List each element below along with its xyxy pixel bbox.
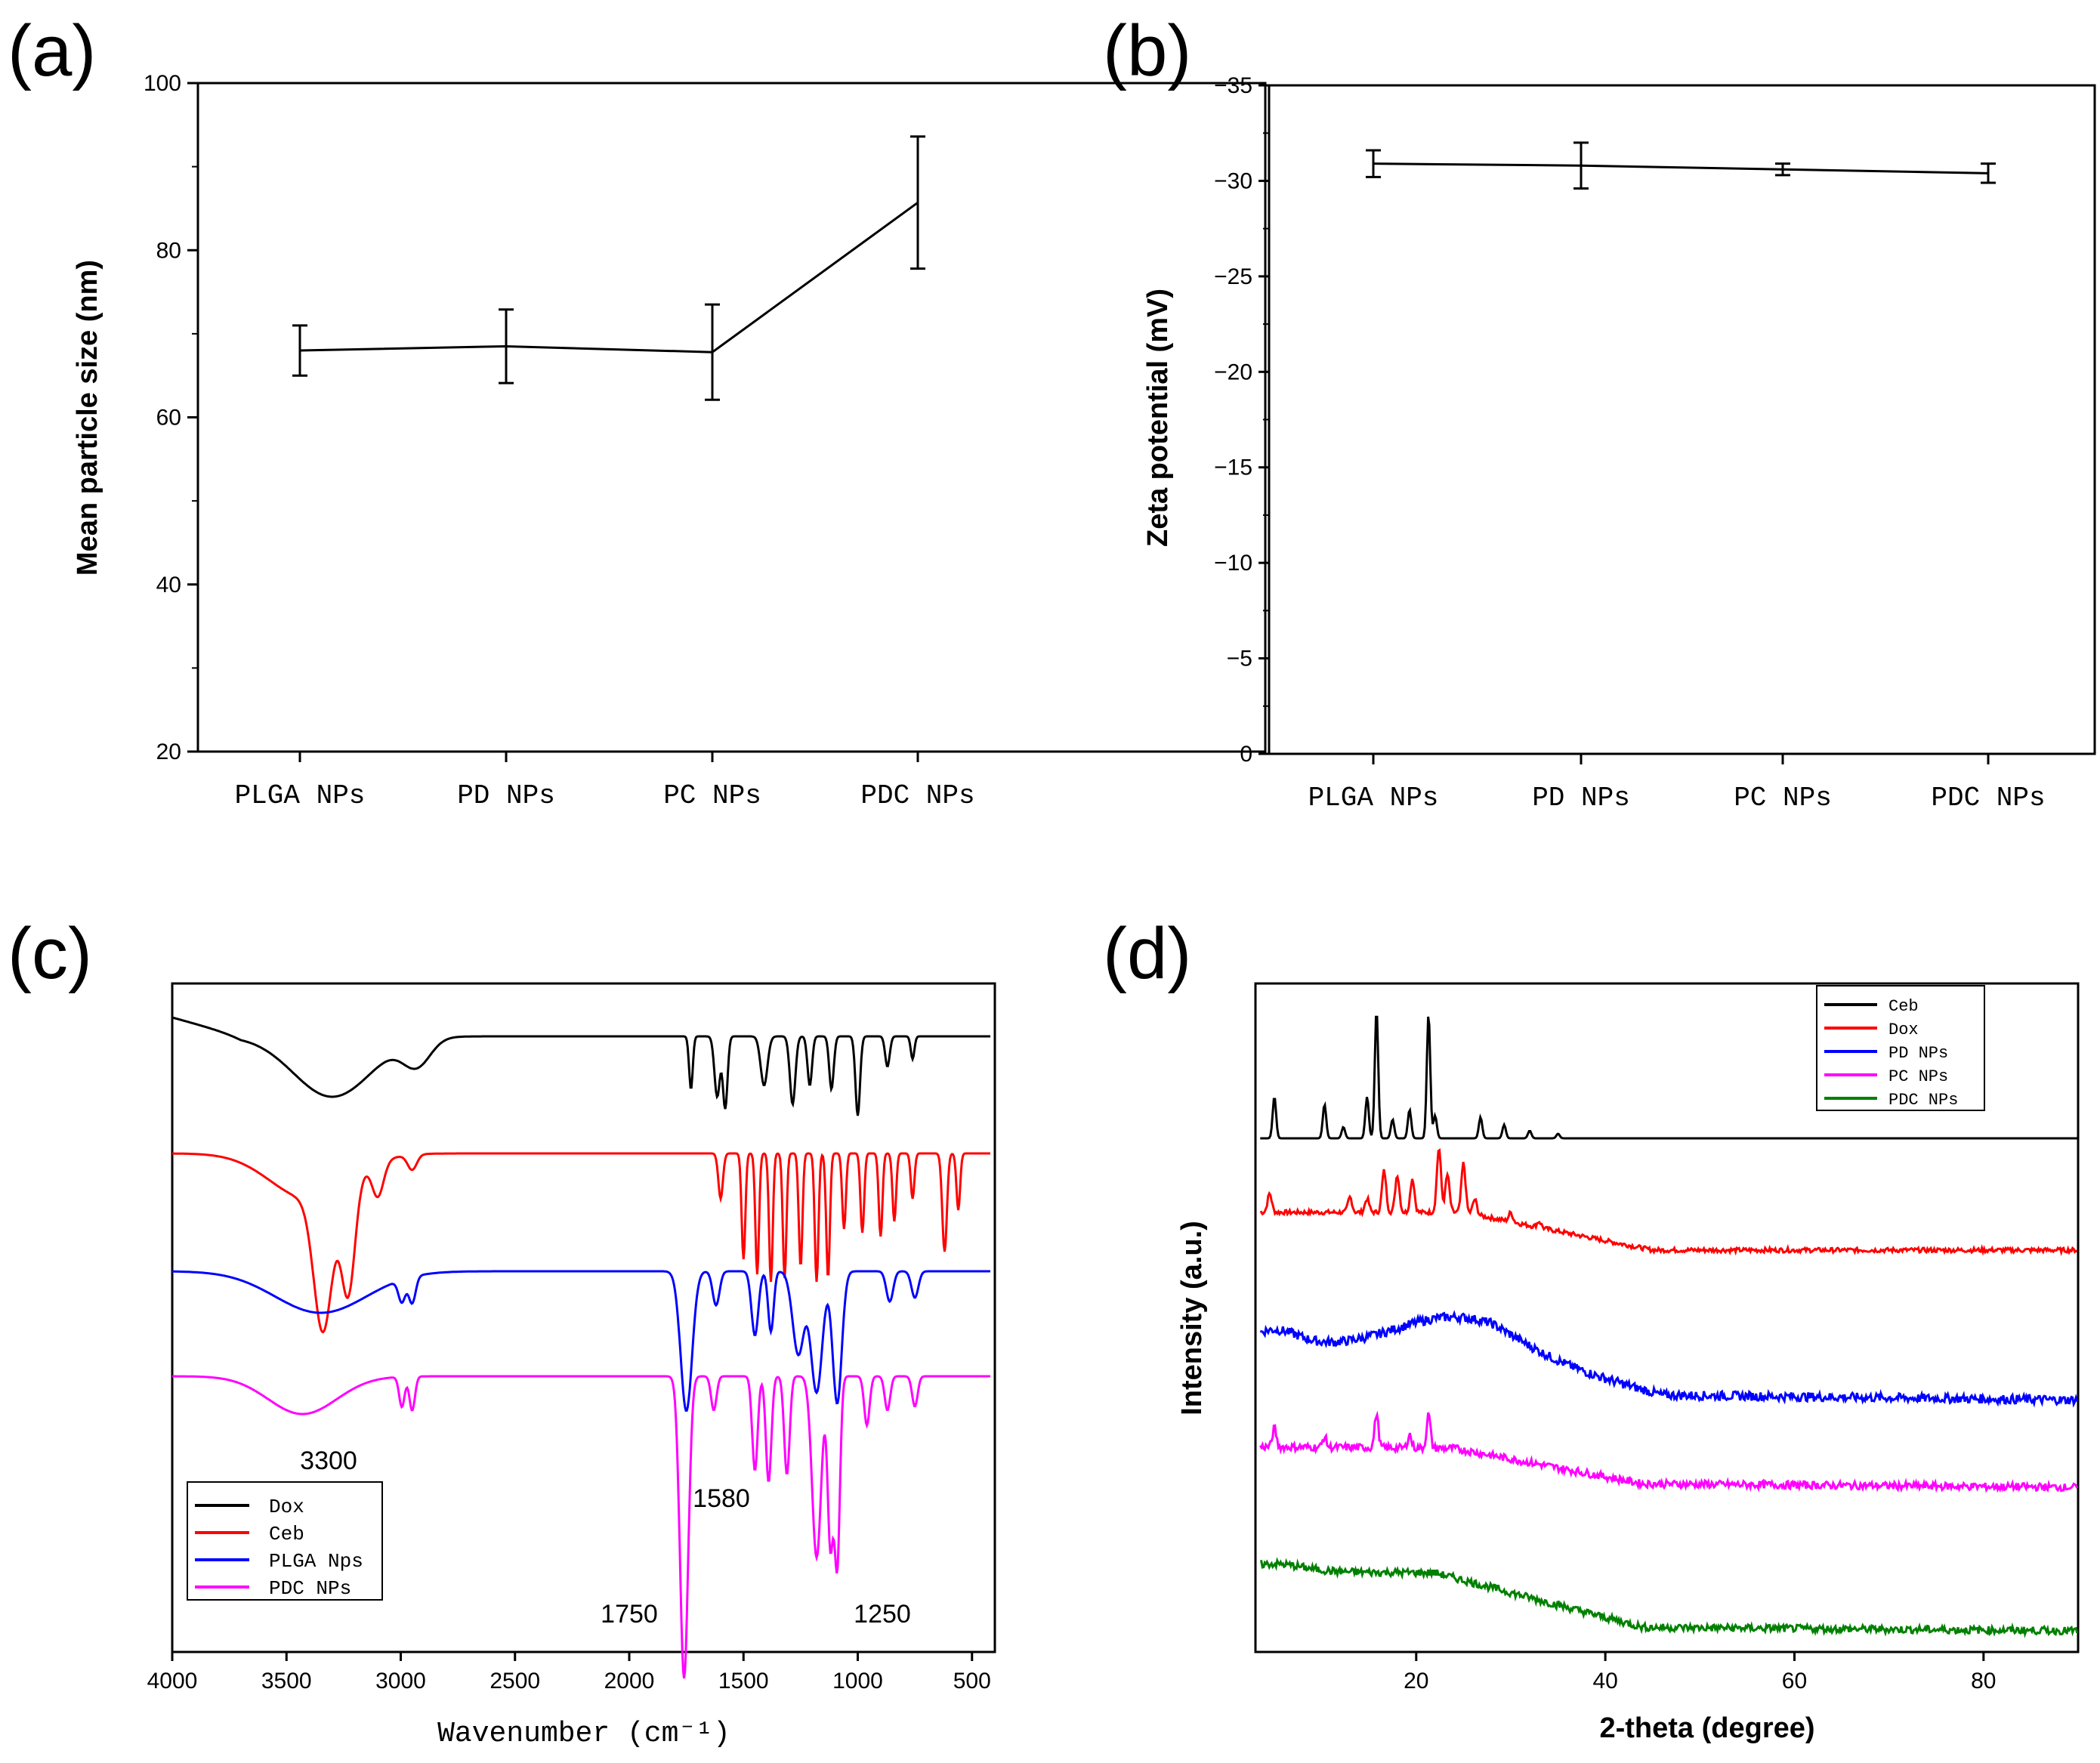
panel-a-y-label: Mean particle size (nm) — [72, 260, 103, 576]
x-tick-label: 3500 — [261, 1669, 312, 1694]
panel-c-label: (c) — [8, 913, 92, 994]
panel-b-y-label: Zeta potential (mV) — [1142, 289, 1174, 547]
spectrum-dox — [171, 1016, 990, 1116]
legend-label-dox: Dox — [269, 1496, 304, 1518]
panel-c-legend-box — [187, 1481, 383, 1601]
y-tick-label: 0 — [1240, 742, 1252, 767]
y-tick-label: 80 — [156, 238, 181, 263]
error-bar — [1981, 162, 1996, 184]
y-tick-label: −35 — [1214, 73, 1252, 98]
panel-b-x-axis: PLGA NPs PD NPs PC NPs PDC NPs — [1308, 754, 2046, 814]
legend-label-pdc-d: PDC NPs — [1888, 1091, 1958, 1110]
error-bar — [910, 135, 925, 270]
y-tick-label: −15 — [1214, 455, 1252, 480]
panel-d: (d) 20 40 60 80 2-theta (degree) Intensity … — [1103, 913, 2080, 1744]
panel-a-label: (a) — [8, 11, 96, 91]
legend-label-pdc: PDC NPs — [269, 1577, 351, 1600]
panel-c-x-label: Wavenumber (cm⁻¹) — [437, 1718, 730, 1750]
panel-d-y-label: Intensity (a.u.) — [1176, 1221, 1208, 1416]
error-bar — [499, 308, 514, 384]
y-tick-label: 20 — [156, 739, 181, 764]
panel-c: (c) 4000 3500 3000 2500 2000 1500 1000 500 Wave… — [8, 913, 996, 1750]
panel-d-plot — [1259, 1015, 2079, 1639]
panel-d-frame — [1254, 982, 2080, 1653]
panel-d-label: (d) — [1103, 913, 1191, 994]
panel-b-plot — [1366, 141, 1996, 190]
pattern-pd-nps — [1259, 1310, 2079, 1408]
annotation-1580: 1580 — [693, 1484, 750, 1513]
spectrum-pdc-nps — [172, 1375, 990, 1679]
series-line — [1373, 162, 1989, 174]
x-tick-label: 60 — [1782, 1669, 1807, 1694]
x-tick-label: 2500 — [489, 1669, 540, 1694]
y-tick-label: −30 — [1214, 168, 1252, 193]
y-tick-label: −25 — [1214, 264, 1252, 289]
x-category-label: PD NPs — [1532, 783, 1630, 814]
panel-b-label: (b) — [1103, 11, 1191, 91]
error-bar — [1775, 162, 1790, 177]
x-tick-label: 3000 — [375, 1669, 426, 1694]
panel-b-y-axis: 0 −5 −10 −15 −20 −25 −30 −35 — [1214, 73, 1269, 767]
spectrum-ceb — [172, 1152, 990, 1334]
pattern-dox — [1259, 1148, 2077, 1257]
x-tick-label: 500 — [953, 1669, 991, 1694]
panel-c-legend: Dox Ceb PLGA Nps PDC NPs — [187, 1481, 383, 1601]
annotation-3300: 3300 — [300, 1447, 357, 1475]
panel-d-legend: Ceb Dox PD NPs PC NPs PDC NPs — [1816, 985, 1985, 1111]
legend-label-dox-d: Dox — [1888, 1020, 1919, 1039]
panel-d-x-label: 2-theta (degree) — [1599, 1712, 1814, 1744]
legend-label-pd-d: PD NPs — [1888, 1044, 1948, 1063]
y-tick-label: 100 — [144, 71, 181, 96]
error-bar — [292, 324, 307, 377]
x-tick-label: 20 — [1404, 1669, 1428, 1694]
y-tick-label: 40 — [156, 573, 181, 597]
panel-d-x-axis: 20 40 60 80 — [1404, 1652, 1997, 1694]
annotation-1750: 1750 — [601, 1600, 658, 1629]
x-category-label: PDC NPs — [1931, 783, 2045, 814]
x-tick-label: 40 — [1592, 1669, 1617, 1694]
panel-a-frame — [196, 82, 1267, 753]
pattern-pdc-nps — [1260, 1557, 2079, 1639]
legend-label-plga: PLGA Nps — [269, 1550, 363, 1573]
panel-b-frame — [1268, 84, 2096, 755]
series-line — [299, 201, 919, 354]
x-tick-label: 4000 — [147, 1669, 198, 1694]
panel-c-frame — [171, 982, 996, 1653]
legend-label-ceb-d: Ceb — [1888, 997, 1919, 1016]
x-tick-label: 1000 — [832, 1669, 883, 1694]
error-bar — [705, 303, 720, 401]
panel-a-plot — [292, 135, 925, 401]
x-category-label: PD NPs — [457, 780, 555, 811]
x-category-label: PC NPs — [663, 780, 761, 811]
x-tick-label: 80 — [1971, 1669, 1996, 1694]
error-bar — [1366, 149, 1381, 178]
pattern-ceb — [1260, 1015, 2077, 1140]
panel-b: (b) 0 −5 −10 −15 −20 −25 −30 −35 PLGA NPs PD NPs… — [1103, 11, 2096, 814]
panel-a-y-axis: 20 40 60 80 100 — [144, 71, 198, 764]
x-category-label: PLGA NPs — [235, 780, 366, 811]
x-tick-label: 2000 — [604, 1669, 655, 1694]
panel-a: (a) 20 40 60 80 100 PLGA NPs PD NPs PC NPs PDC … — [8, 11, 1267, 811]
panel-a-x-axis: PLGA NPs PD NPs PC NPs PDC NPs — [235, 752, 975, 811]
x-category-label: PDC NPs — [860, 780, 974, 811]
legend-label-pc-d: PC NPs — [1888, 1067, 1948, 1086]
panel-c-x-axis: 4000 3500 3000 2500 2000 1500 1000 500 — [147, 1652, 991, 1694]
y-tick-label: −10 — [1214, 551, 1252, 576]
panel-c-plot — [171, 1016, 990, 1679]
annotation-1250: 1250 — [854, 1600, 911, 1629]
y-tick-label: 60 — [156, 406, 181, 431]
y-tick-label: −5 — [1227, 647, 1252, 672]
panel-d-legend-box — [1816, 985, 1985, 1111]
y-tick-label: −20 — [1214, 360, 1252, 384]
pattern-pc-nps — [1259, 1410, 2079, 1493]
x-category-label: PLGA NPs — [1308, 783, 1439, 814]
x-category-label: PC NPs — [1734, 783, 1832, 814]
legend-label-ceb: Ceb — [269, 1523, 304, 1545]
spectrum-plga-nps — [172, 1270, 990, 1412]
x-tick-label: 1500 — [718, 1669, 769, 1694]
error-bar — [1573, 141, 1589, 190]
